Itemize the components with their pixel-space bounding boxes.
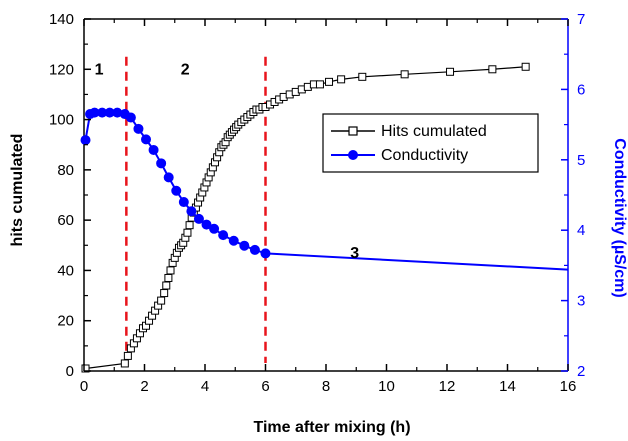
hits-cumulated-point [446, 67, 455, 76]
conductivity-point [141, 134, 152, 145]
right-y-tick-label: 7 [577, 11, 585, 28]
region-label: 2 [181, 61, 190, 78]
legend-conductivity-label: Conductivity [381, 147, 468, 164]
conductivity-point [239, 240, 250, 251]
hits-cumulated-point [337, 75, 346, 84]
conductivity-point [260, 248, 271, 259]
hits-cumulated-point [120, 359, 129, 368]
right-y-axis-title: Conductivity (µS/cm) [611, 138, 628, 297]
left-y-tick-label: 140 [49, 11, 74, 28]
x-tick-label: 16 [560, 378, 577, 395]
hits-cumulated-point [521, 62, 530, 71]
legend-hits-label: Hits cumulated [381, 123, 487, 140]
legend: Hits cumulated Conductivity [322, 113, 539, 173]
x-tick-label: 6 [261, 378, 269, 395]
hits-cumulated-point [358, 72, 367, 81]
conductivity-point [133, 123, 144, 134]
hits-cumulated-point [123, 351, 132, 360]
conductivity-point [209, 223, 220, 234]
conductivity-point [218, 230, 229, 241]
region-label: 3 [350, 245, 359, 262]
conductivity-point [201, 219, 212, 230]
left-y-tick-label: 120 [49, 61, 74, 78]
left-y-tick-label: 0 [66, 363, 74, 380]
conductivity-point [193, 213, 204, 224]
right-y-tick-label: 3 [577, 293, 585, 310]
hits-cumulated-point [488, 65, 497, 74]
x-tick-label: 0 [80, 378, 88, 395]
conductivity-point [156, 158, 167, 169]
legend-hits-marker [348, 126, 358, 136]
right-y-tick-label: 6 [577, 81, 585, 98]
conductivity-point [125, 112, 136, 123]
right-y-tick-label: 2 [577, 363, 585, 380]
conductivity-point [163, 172, 174, 183]
legend-conductivity-marker [348, 150, 358, 160]
hits-cumulated-point [315, 80, 324, 89]
left-y-tick-label: 40 [57, 262, 74, 279]
hits-cumulated-point [185, 221, 194, 230]
hits-cumulated-point [183, 228, 192, 237]
series-layer [80, 62, 569, 373]
hits-cumulated-point [157, 296, 166, 305]
conductivity-point [186, 206, 197, 217]
region-label: 1 [95, 61, 104, 78]
hits-cumulated-point [164, 273, 173, 282]
right-y-tick-label: 4 [577, 222, 585, 239]
legend-box [322, 113, 539, 173]
conductivity-point [178, 197, 189, 208]
conductivity-point [148, 144, 159, 155]
hits-cumulated-point [160, 289, 169, 298]
left-y-tick-label: 20 [57, 313, 74, 330]
labels-layer: 1 2 3 [95, 61, 360, 262]
x-tick-label: 12 [439, 378, 456, 395]
x-tick-label: 8 [322, 378, 330, 395]
conductivity-point [171, 185, 182, 196]
x-tick-label: 14 [499, 378, 516, 395]
hits-cumulated-point [162, 281, 171, 290]
conductivity-point [80, 135, 91, 146]
x-axis-title: Time after mixing (h) [253, 419, 410, 436]
hits-cumulated-point [325, 77, 334, 86]
hits-cumulated-point [81, 364, 90, 373]
left-y-tick-label: 60 [57, 212, 74, 229]
left-y-axis-title: hits cumulated [9, 134, 26, 247]
x-tick-label: 4 [201, 378, 209, 395]
hits-cumulated-point [400, 70, 409, 79]
left-y-tick-label: 80 [57, 162, 74, 179]
x-tick-label: 2 [140, 378, 148, 395]
left-y-tick-label: 100 [49, 112, 74, 129]
conductivity-point [249, 244, 260, 255]
hits-cumulated-point [166, 266, 175, 275]
conductivity-point [228, 235, 239, 246]
right-y-tick-label: 5 [577, 152, 585, 169]
x-tick-label: 10 [378, 378, 395, 395]
